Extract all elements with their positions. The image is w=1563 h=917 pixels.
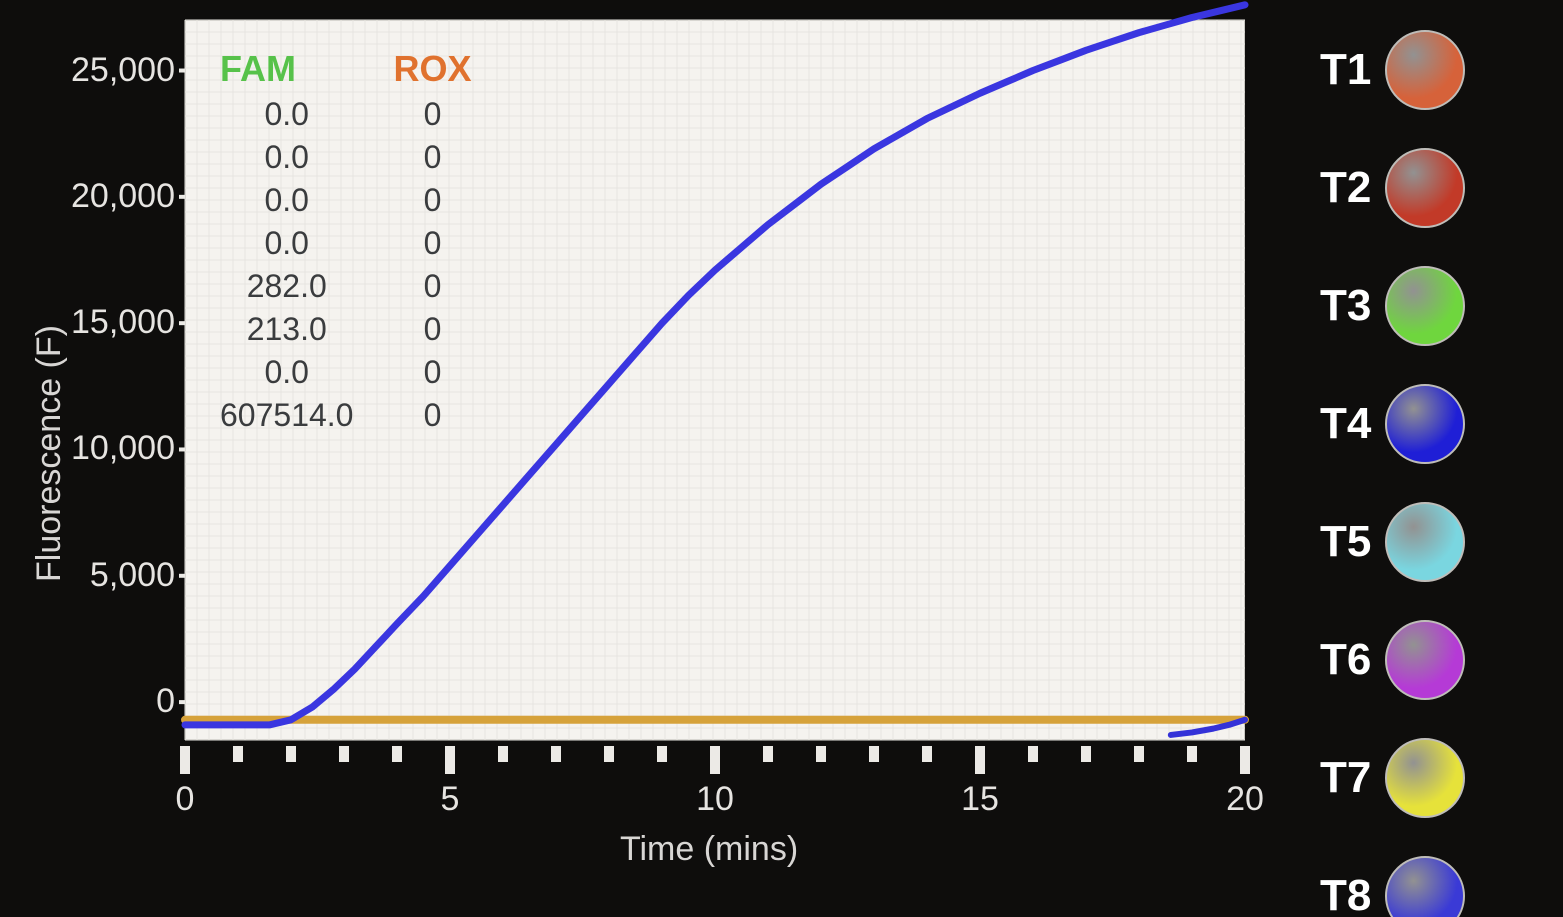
table-cell: 607514.0 bbox=[220, 397, 353, 434]
legend-swatch-icon bbox=[1385, 620, 1465, 700]
legend-swatch-icon bbox=[1385, 856, 1465, 917]
x-tick-label: 20 bbox=[1226, 780, 1264, 819]
y-tick-label: 20,000 bbox=[35, 177, 175, 216]
y-tick-label: 25,000 bbox=[35, 51, 175, 90]
legend-label: T2 bbox=[1320, 163, 1371, 213]
col-header-rox: ROX bbox=[393, 48, 471, 90]
legend-item-t7[interactable]: T7 bbox=[1320, 738, 1465, 818]
table-cell: 0.0 bbox=[220, 182, 353, 219]
legend-swatch-icon bbox=[1385, 384, 1465, 464]
table-cell: 0.0 bbox=[220, 354, 353, 391]
legend-label: T1 bbox=[1320, 45, 1371, 95]
table-cell: 0 bbox=[393, 96, 471, 133]
y-tick-label: 15,000 bbox=[35, 303, 175, 342]
legend-item-t5[interactable]: T5 bbox=[1320, 502, 1465, 582]
legend-item-t4[interactable]: T4 bbox=[1320, 384, 1465, 464]
legend-label: T6 bbox=[1320, 635, 1371, 685]
legend-swatch-icon bbox=[1385, 266, 1465, 346]
legend-item-t1[interactable]: T1 bbox=[1320, 30, 1465, 110]
legend-label: T7 bbox=[1320, 753, 1371, 803]
y-tick-label: 0 bbox=[35, 682, 175, 721]
y-tick-label: 10,000 bbox=[35, 429, 175, 468]
legend-swatch-icon bbox=[1385, 30, 1465, 110]
table-cell: 0 bbox=[393, 268, 471, 305]
readings-table: FAM ROX 0.0 0 0.0 0 0.0 0 0.0 0 282.0 0 … bbox=[220, 48, 471, 434]
table-cell: 213.0 bbox=[220, 311, 353, 348]
col-header-fam: FAM bbox=[220, 48, 353, 90]
x-tick-label: 5 bbox=[441, 780, 460, 819]
legend-item-t2[interactable]: T2 bbox=[1320, 148, 1465, 228]
legend-label: T3 bbox=[1320, 281, 1371, 331]
legend-label: T8 bbox=[1320, 871, 1371, 917]
x-tick-label: 10 bbox=[696, 780, 734, 819]
legend-swatch-icon bbox=[1385, 502, 1465, 582]
table-cell: 0.0 bbox=[220, 96, 353, 133]
instrument-screen: Fluorescence (F) Time (mins) FAM ROX 0.0… bbox=[0, 0, 1563, 917]
table-cell: 0 bbox=[393, 225, 471, 262]
table-cell: 0 bbox=[393, 354, 471, 391]
table-cell: 0.0 bbox=[220, 225, 353, 262]
table-cell: 0 bbox=[393, 311, 471, 348]
y-tick-label: 5,000 bbox=[35, 556, 175, 595]
table-cell: 0 bbox=[393, 182, 471, 219]
table-cell: 0 bbox=[393, 139, 471, 176]
table-cell: 0.0 bbox=[220, 139, 353, 176]
x-axis-title: Time (mins) bbox=[620, 830, 798, 869]
table-cell: 0 bbox=[393, 397, 471, 434]
legend-swatch-icon bbox=[1385, 148, 1465, 228]
legend-item-t8[interactable]: T8 bbox=[1320, 856, 1465, 917]
legend-label: T4 bbox=[1320, 399, 1371, 449]
x-tick-label: 15 bbox=[961, 780, 999, 819]
legend-item-t3[interactable]: T3 bbox=[1320, 266, 1465, 346]
legend-label: T5 bbox=[1320, 517, 1371, 567]
x-tick-label: 0 bbox=[176, 780, 195, 819]
table-cell: 282.0 bbox=[220, 268, 353, 305]
legend-item-t6[interactable]: T6 bbox=[1320, 620, 1465, 700]
legend-swatch-icon bbox=[1385, 738, 1465, 818]
